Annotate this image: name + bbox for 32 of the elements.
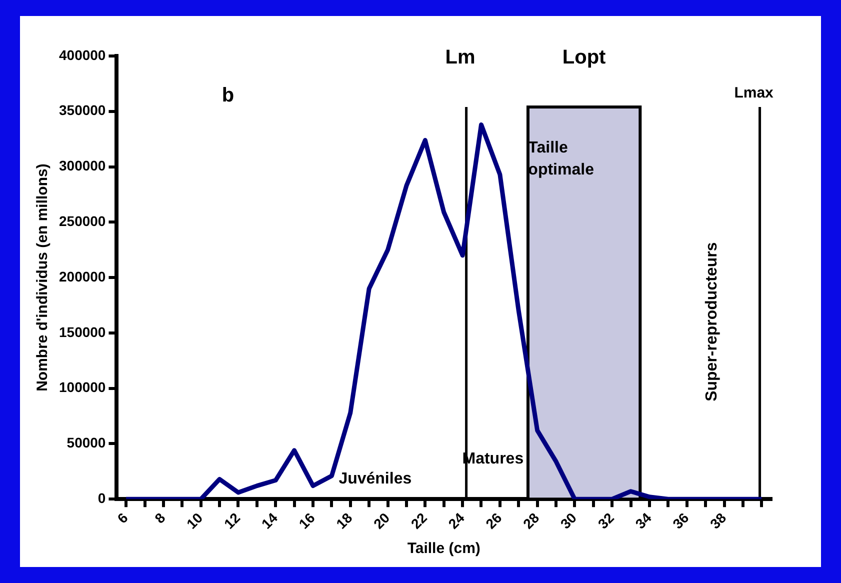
x-tick-label: 12 [220,509,244,532]
y-tick-label: 200000 [59,268,106,284]
x-axis-title: Taille (cm) [407,540,480,558]
x-tick-label: 24 [445,509,468,532]
x-tick-label: 30 [557,509,580,532]
y-tick-label: 250000 [59,213,106,230]
x-tick-label: 14 [258,509,281,532]
y-tick-label: 350000 [59,102,106,118]
x-tick-label: 20 [370,509,393,532]
y-tick-label: 300000 [59,158,106,174]
x-tick-label: 34 [632,509,654,532]
x-tick-label: 8 [151,509,168,526]
y-tick-label: 400000 [59,46,106,63]
x-tick-label: 18 [332,509,356,532]
y-tick-label: 150000 [59,324,106,340]
y-tick-label: 100000 [59,379,106,396]
x-tick-label: 38 [706,509,730,532]
ref-line-label: Lm [445,46,476,69]
x-tick-label: 16 [296,509,318,532]
annotation: Super-reproducteurs [704,242,721,402]
x-tick-label: 6 [114,509,132,526]
y-tick-label: 50000 [66,434,106,451]
x-tick-label: 22 [408,509,430,532]
x-tick-label: 26 [482,509,505,532]
annotation: b [222,84,234,106]
y-tick-label: 0 [98,490,106,506]
y-axis-title: Nombre d'individus (en millons) [34,164,52,392]
x-tick-label: 32 [594,509,618,532]
x-tick-label: 36 [669,509,692,532]
annotation: Juvéniles [338,470,412,488]
x-tick-label: 28 [520,509,542,532]
x-tick-label: 10 [183,509,206,532]
